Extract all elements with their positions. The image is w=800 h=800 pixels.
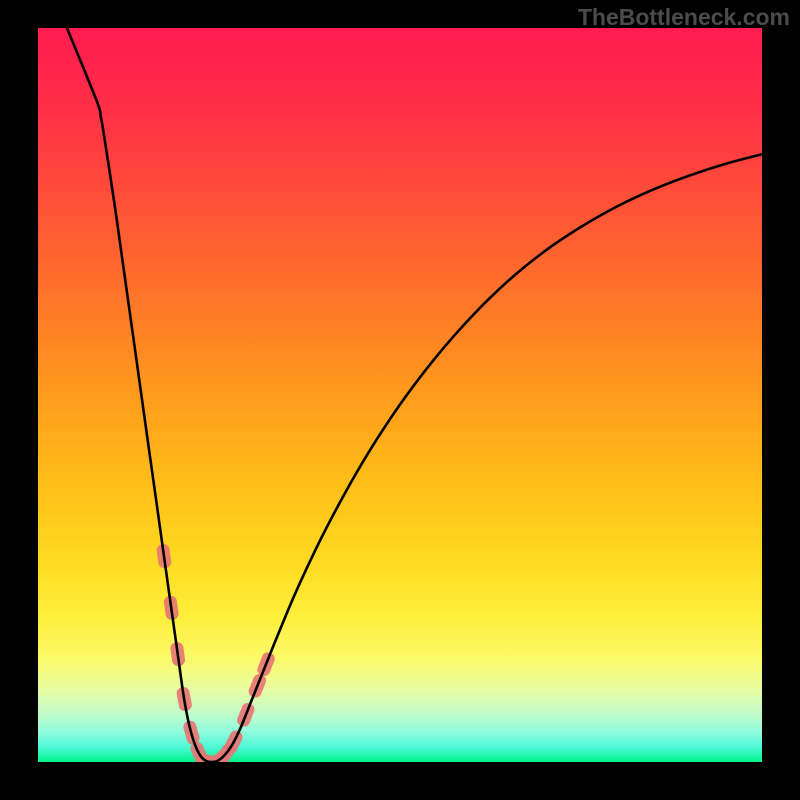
stage: TheBottleneck.com <box>0 0 800 800</box>
chart-svg <box>38 28 762 762</box>
chart-background <box>38 28 762 762</box>
chart-plot-area <box>38 28 762 762</box>
attribution-watermark: TheBottleneck.com <box>578 4 790 31</box>
